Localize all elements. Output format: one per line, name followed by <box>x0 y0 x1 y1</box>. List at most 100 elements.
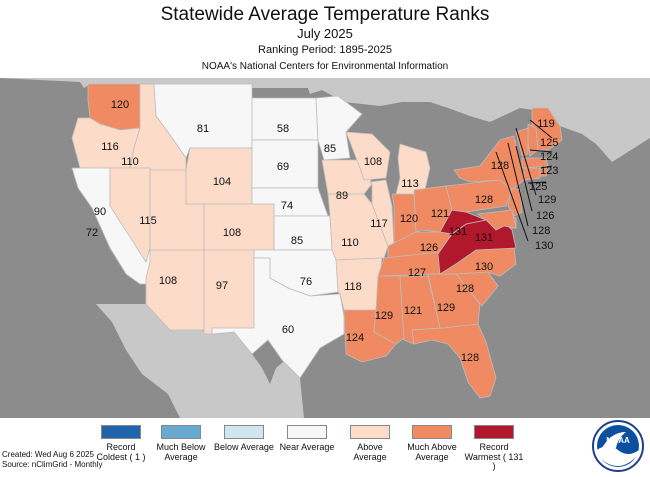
rank-label-nv: 90 <box>94 206 106 218</box>
rank-label-sc: 128 <box>456 283 474 295</box>
state-ma <box>521 157 549 169</box>
rank-label-wy: 104 <box>213 176 231 188</box>
legend-item-much-below: Much Below Average <box>151 425 211 462</box>
us-map: 120 116 72 110 90 108 115 81 104 108 97 58 69 74 85 76 6… <box>0 78 650 418</box>
legend-swatch-above <box>350 425 390 439</box>
leader-line-nh <box>529 119 553 139</box>
state-mn <box>315 95 363 161</box>
leader-line-md <box>507 142 529 227</box>
rank-label-nj: 129 <box>538 194 556 206</box>
rank-label-mo: 110 <box>341 237 359 249</box>
us-map-svg: 120 116 72 110 90 108 115 81 104 108 97 58 69 74 85 76 6… <box>0 78 650 418</box>
rank-label-ny: 128 <box>491 160 509 172</box>
leader-line-ct <box>527 181 547 184</box>
rank-label-mn: 85 <box>324 143 336 155</box>
rank-label-fl: 128 <box>461 352 479 364</box>
legend-swatch-near <box>287 425 327 439</box>
rank-label-oh: 121 <box>431 208 449 220</box>
rank-label-ks: 85 <box>291 235 303 247</box>
leader-line-de <box>515 145 533 212</box>
rank-label-al: 121 <box>404 305 422 317</box>
rank-label-de: 126 <box>536 210 554 222</box>
rank-label-wa: 120 <box>111 99 129 111</box>
map-title: Statewide Average Temperature Ranks <box>160 4 490 25</box>
legend-swatch-much-above <box>412 425 452 439</box>
noaa-logo-text: NOAA <box>606 436 630 445</box>
legend-label-below: Below Average <box>214 442 274 452</box>
state-fl <box>411 323 497 399</box>
legend-item-below: Below Average <box>214 425 274 453</box>
rank-label-tx: 60 <box>282 324 294 336</box>
legend-swatch-record-warmest <box>474 425 514 439</box>
legend-item-record-coldest: Record Coldest ( 1 ) <box>91 425 151 462</box>
legend-label-much-above: Much Above Average <box>407 442 457 462</box>
rank-label-ky: 126 <box>420 242 438 254</box>
rank-label-ca: 72 <box>86 227 98 239</box>
legend-item-above: Above Average <box>340 425 400 462</box>
legend-label-record-warmest: Record Warmest ( 131 ) <box>464 442 524 471</box>
rank-label-pa: 128 <box>475 194 493 206</box>
rank-label-ct: 125 <box>529 181 547 193</box>
legend-label-above: Above Average <box>353 442 387 462</box>
state-mt <box>153 83 253 159</box>
leader-line-ma <box>529 149 553 153</box>
rank-label-wv: 131 <box>449 226 467 238</box>
rank-label-or: 116 <box>101 141 119 153</box>
legend: Record Coldest ( 1 ) Much Below Average … <box>0 418 650 475</box>
rank-label-ma: 124 <box>540 151 558 163</box>
rank-label-mi: 113 <box>401 178 419 190</box>
leader-line-nj <box>515 127 537 196</box>
state-md <box>476 209 517 231</box>
state-nm <box>203 249 255 335</box>
legend-label-record-coldest: Record Coldest ( 1 ) <box>96 442 146 462</box>
rank-label-ut: 115 <box>139 215 157 227</box>
canada-land <box>0 78 650 162</box>
noaa-logo-icon: NOAA <box>592 420 644 472</box>
legend-item-near: Near Average <box>277 425 337 453</box>
created-date: Created: Wed Aug 6 2025 <box>2 450 94 459</box>
rank-label-me: 119 <box>537 118 555 130</box>
rank-label-ms: 129 <box>375 310 393 322</box>
state-wi <box>345 131 391 181</box>
rank-label-dc: 130 <box>535 240 553 252</box>
rank-label-tn: 127 <box>408 267 426 279</box>
rank-label-in: 120 <box>400 213 418 225</box>
data-source-org: NOAA's National Centers for Environmenta… <box>201 61 449 72</box>
rank-label-ne: 74 <box>281 200 293 212</box>
rank-label-nd: 58 <box>277 123 289 135</box>
rank-label-la: 124 <box>346 332 364 344</box>
legend-label-near: Near Average <box>279 442 335 452</box>
legend-label-much-below: Much Below Average <box>156 442 206 462</box>
rank-label-nm: 97 <box>216 280 228 292</box>
legend-swatch-much-below <box>161 425 201 439</box>
state-tx <box>211 257 345 379</box>
rank-label-ri: 123 <box>540 165 558 177</box>
map-subtitle: July 2025 <box>297 26 353 41</box>
legend-item-much-above: Much Above Average <box>402 425 462 462</box>
footer-info: Created: Wed Aug 6 2025 Source: nClimGri… <box>2 450 102 470</box>
state-vt <box>515 127 529 157</box>
rank-label-ia: 89 <box>336 190 348 202</box>
rank-label-co: 108 <box>223 227 241 239</box>
state-nv <box>109 167 151 263</box>
leader-line-dc <box>495 151 529 242</box>
rank-label-il: 117 <box>370 218 388 230</box>
legend-swatch-record-coldest <box>101 425 141 439</box>
rank-label-nc: 130 <box>475 261 493 273</box>
rank-label-va: 131 <box>475 232 493 244</box>
rank-label-mt: 81 <box>197 123 209 135</box>
rank-label-ok: 76 <box>300 276 312 288</box>
map-header: Statewide Average Temperature Ranks July… <box>0 0 650 78</box>
rank-label-ga: 129 <box>437 302 455 314</box>
rank-label-sd: 69 <box>277 161 289 173</box>
state-ct <box>523 167 541 181</box>
legend-item-record-warmest: Record Warmest ( 131 ) <box>464 425 524 472</box>
leader-line-ri <box>540 165 553 169</box>
legend-swatch-below <box>224 425 264 439</box>
ranking-period: Ranking Period: 1895-2025 <box>258 44 392 56</box>
rank-label-id: 110 <box>121 156 139 168</box>
rank-label-ar: 118 <box>344 281 362 293</box>
mexico-land <box>96 304 304 418</box>
rank-label-nh: 125 <box>540 137 558 149</box>
footer-source: Source: nClimGrid - Monthly <box>2 460 103 469</box>
